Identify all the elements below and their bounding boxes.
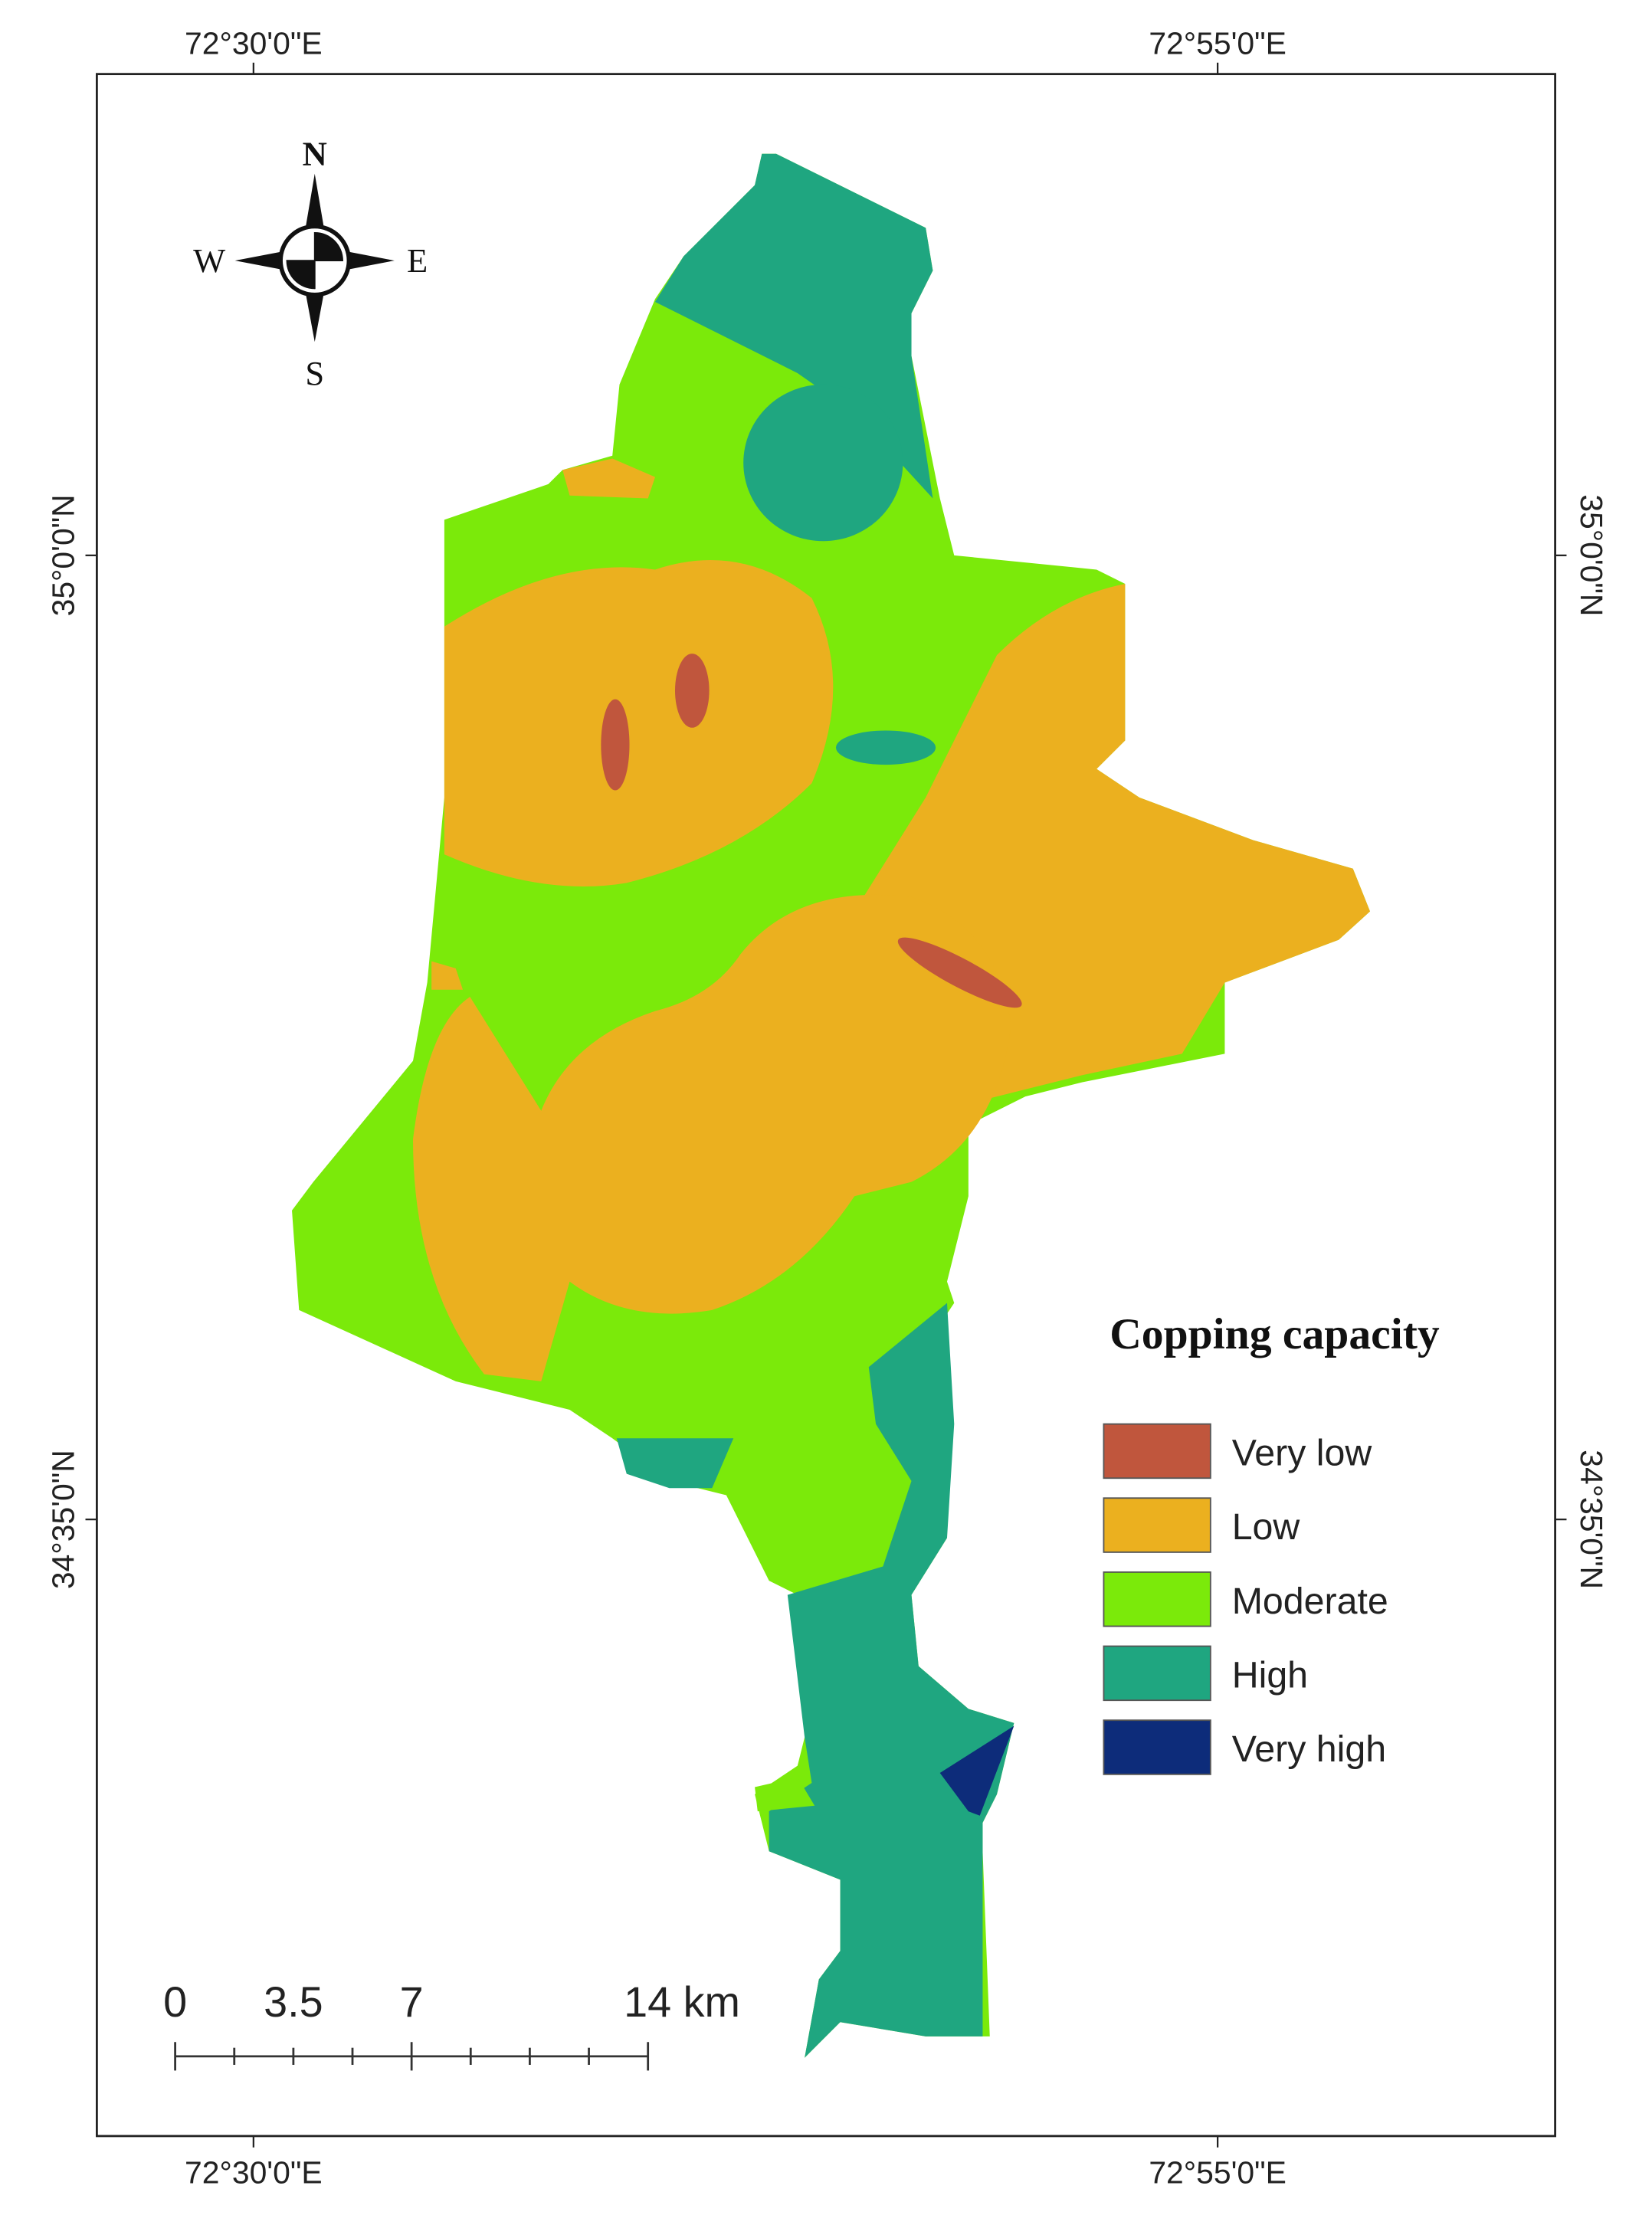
scale-label: 7 <box>400 1978 424 2026</box>
scale-label: 3.5 <box>264 1978 323 2026</box>
legend-swatch <box>1103 1423 1211 1479</box>
compass-labels: N S W E <box>193 135 428 392</box>
region-moderate <box>755 1777 815 1812</box>
legend-swatch <box>1103 1719 1211 1775</box>
region-very-low <box>601 699 630 791</box>
lat-label: 34°35'0"N <box>46 1450 81 1589</box>
lat-label: 34°35'0"N <box>1574 1450 1609 1589</box>
north-arrow <box>234 173 395 342</box>
legend-swatch <box>1103 1645 1211 1702</box>
legend-swatch <box>1103 1571 1211 1627</box>
region-very-high <box>939 1725 1014 1816</box>
lat-label: 35°0'0"N <box>1574 494 1609 616</box>
legend: Very low Low Moderate High Very high <box>1103 1423 1388 1775</box>
region-very-low <box>897 937 1022 1008</box>
legend-title: Copping capacity <box>1110 1310 1440 1358</box>
lat-label: 35°0'0"N <box>46 494 81 616</box>
region-high <box>836 730 936 765</box>
lon-label: 72°30'0"E <box>185 26 323 61</box>
compass-west: W <box>193 241 225 280</box>
legend-label: High <box>1232 1654 1308 1696</box>
legend-label: Very high <box>1232 1728 1386 1770</box>
scale-bar <box>174 2042 650 2071</box>
region-low <box>413 894 1011 1381</box>
region-low <box>562 458 655 499</box>
compass-north: N <box>303 135 327 173</box>
map-frame <box>95 73 1557 2138</box>
region-low <box>431 961 464 990</box>
region-very-low <box>674 654 710 728</box>
scale-label: 0 <box>163 1978 187 2026</box>
legend-label: Low <box>1232 1506 1300 1548</box>
scale-labels: 0 3.5 7 14 km <box>163 1978 740 2026</box>
graticule-ticks <box>85 62 1567 2148</box>
scale-label: 14 km <box>624 1978 740 2026</box>
legend-label: Moderate <box>1232 1581 1388 1622</box>
legend-label: Very low <box>1232 1433 1372 1474</box>
region-high <box>743 384 903 542</box>
lon-label: 72°30'0"E <box>185 2154 323 2190</box>
graticule-labels: 72°30'0"E 72°55'0"E 72°30'0"E 72°55'0"E … <box>46 26 1609 2190</box>
compass-south: S <box>305 354 324 392</box>
compass-east: E <box>407 241 428 280</box>
lon-label: 72°55'0"E <box>1149 2154 1287 2190</box>
region-high <box>769 1302 1014 2058</box>
region-high <box>616 1438 734 1489</box>
region-low <box>444 560 834 886</box>
regions <box>292 153 1370 2058</box>
lon-label: 72°55'0"E <box>1149 26 1287 61</box>
legend-swatch <box>1103 1497 1211 1553</box>
